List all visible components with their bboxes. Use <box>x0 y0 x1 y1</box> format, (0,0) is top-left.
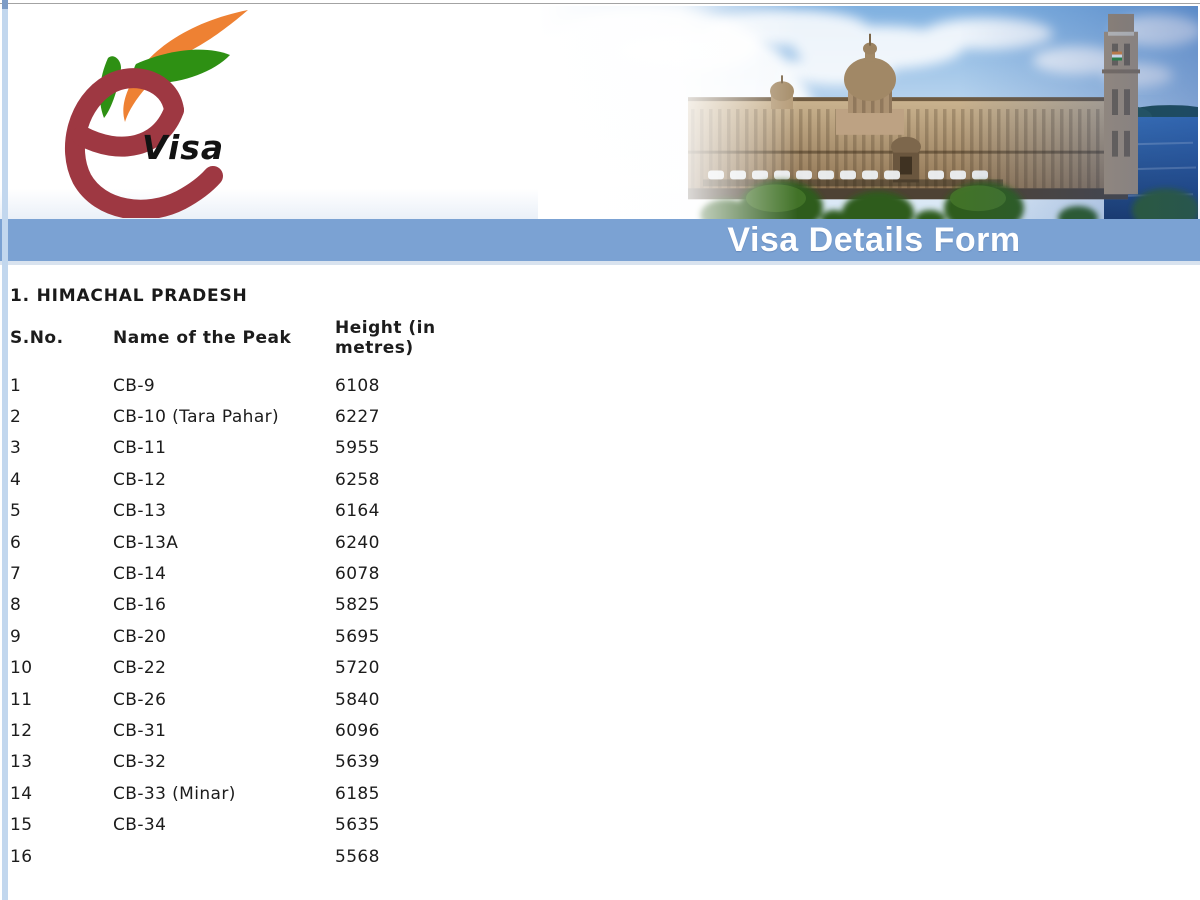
evisa-logo[interactable]: Visa <box>38 6 273 220</box>
table-row: 10 CB-22 5720 <box>10 653 465 684</box>
height-cell: 6185 <box>335 783 380 804</box>
table-row: 4 CB-12 6258 <box>10 464 465 495</box>
height-cell: 5720 <box>335 658 380 679</box>
peak-name-cell: CB-33 (Minar) <box>113 783 236 804</box>
sno-cell: 14 <box>10 783 33 804</box>
left-edge-strip-cap <box>2 0 8 9</box>
height-cell: 5840 <box>335 689 380 710</box>
peak-name-cell: CB-32 <box>113 752 167 773</box>
table-row: 5 CB-13 6164 <box>10 496 465 527</box>
sno-cell: 12 <box>10 720 33 741</box>
top-border-line <box>0 3 1200 4</box>
peaks-table: S.No. Name of the Peak Height (in metres… <box>10 306 465 872</box>
peak-name-cell: CB-13A <box>113 532 179 553</box>
peak-name-cell: CB-14 <box>113 564 167 585</box>
table-row: 6 CB-13A 6240 <box>10 527 465 558</box>
column-header-peak-name: Name of the Peak <box>113 328 292 348</box>
secretariat-building-illustration <box>478 6 1200 264</box>
logo-letter-e <box>64 68 223 220</box>
peak-name-cell: CB-11 <box>113 438 167 459</box>
page-title: Visa Details Form <box>727 221 1021 259</box>
peak-name-cell: CB-9 <box>113 375 156 396</box>
table-row: 9 CB-20 5695 <box>10 621 465 652</box>
column-header-sno: S.No. <box>10 328 64 348</box>
left-edge-strip <box>2 0 8 900</box>
evisa-logo-icon <box>64 10 248 220</box>
content-area: 1. HIMACHAL PRADESH S.No. Name of the Pe… <box>10 265 1200 872</box>
height-cell: 6164 <box>335 501 380 522</box>
sno-cell: 9 <box>10 626 22 647</box>
height-cell: 5639 <box>335 752 380 773</box>
peak-name-cell: CB-13 <box>113 501 167 522</box>
table-header-row: S.No. Name of the Peak Height (in metres… <box>10 306 465 370</box>
table-row: 2 CB-10 (Tara Pahar) 6227 <box>10 401 465 432</box>
peaks-table-body: 1 CB-9 6108 2 CB-10 (Tara Pahar) 6227 3 CB-11 59… <box>10 370 465 872</box>
sno-cell: 6 <box>10 532 22 553</box>
peak-name-cell: CB-22 <box>113 658 167 679</box>
height-cell: 5635 <box>335 815 380 836</box>
height-cell: 6078 <box>335 564 380 585</box>
column-header-height: Height (in metres) <box>335 318 436 358</box>
sno-cell: 2 <box>10 407 22 428</box>
peak-name-cell: CB-26 <box>113 689 167 710</box>
sno-cell: 7 <box>10 564 22 585</box>
header-banner: Visa <box>0 4 1200 264</box>
table-row: 14 CB-33 (Minar) 6185 <box>10 778 465 809</box>
sno-cell: 10 <box>10 658 33 679</box>
peak-name-cell: CB-16 <box>113 595 167 616</box>
sno-cell: 13 <box>10 752 33 773</box>
sno-cell: 11 <box>10 689 33 710</box>
table-row: 11 CB-26 5840 <box>10 684 465 715</box>
table-row: 7 CB-14 6078 <box>10 558 465 589</box>
table-row: 1 CB-9 6108 <box>10 370 465 401</box>
height-cell: 6240 <box>335 532 380 553</box>
peak-name-cell <box>113 841 335 872</box>
sno-cell: 3 <box>10 438 22 459</box>
peak-name-cell: CB-12 <box>113 469 167 490</box>
peak-name-cell: CB-34 <box>113 815 167 836</box>
sno-cell: 8 <box>10 595 22 616</box>
height-cell: 6227 <box>335 407 380 428</box>
height-cell: 6108 <box>335 375 380 396</box>
peak-name-cell: CB-31 <box>113 720 167 741</box>
height-cell: 5695 <box>335 626 380 647</box>
table-row: 16 5568 <box>10 841 465 872</box>
height-cell: 6258 <box>335 469 380 490</box>
section-heading: 1. HIMACHAL PRADESH <box>10 286 248 306</box>
title-bar: Visa Details Form <box>0 219 1200 265</box>
table-row: 15 CB-34 5635 <box>10 809 465 840</box>
logo-visa-label: Visa <box>142 128 225 167</box>
sno-cell: 5 <box>10 501 22 522</box>
height-cell: 6096 <box>335 720 380 741</box>
table-row: 3 CB-11 5955 <box>10 433 465 464</box>
sno-cell: 1 <box>10 375 22 396</box>
sno-cell: 16 <box>10 846 33 867</box>
height-cell: 5568 <box>335 846 380 867</box>
height-cell: 5825 <box>335 595 380 616</box>
table-row: 12 CB-31 6096 <box>10 715 465 746</box>
peak-name-cell: CB-20 <box>113 626 167 647</box>
table-row: 8 CB-16 5825 <box>10 590 465 621</box>
height-cell: 5955 <box>335 438 380 459</box>
sno-cell: 4 <box>10 469 22 490</box>
table-row: 13 CB-32 5639 <box>10 747 465 778</box>
government-building-image <box>478 6 1200 264</box>
sno-cell: 15 <box>10 815 33 836</box>
peak-name-cell: CB-10 (Tara Pahar) <box>113 407 280 428</box>
